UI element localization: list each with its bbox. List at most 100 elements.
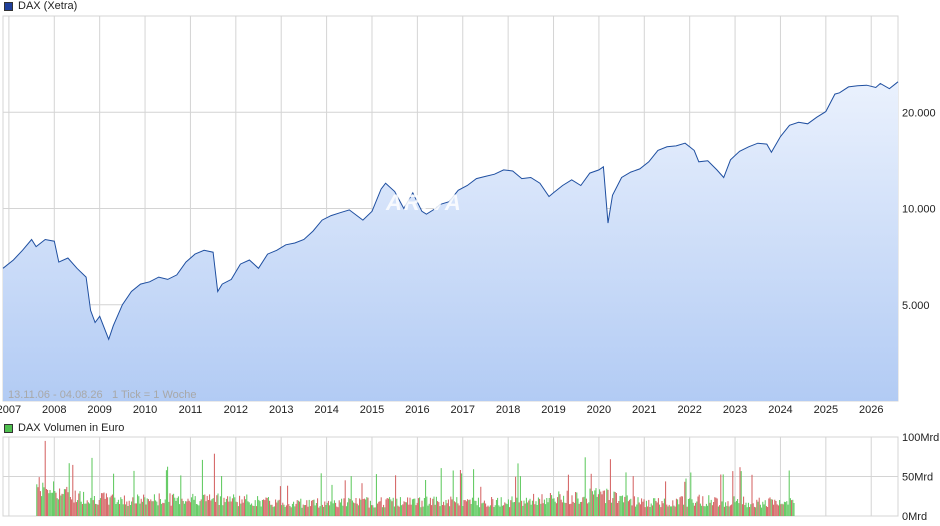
volume-bar <box>306 500 308 516</box>
volume-bar <box>109 497 111 516</box>
volume-bar <box>725 502 727 516</box>
volume-bar <box>234 497 236 516</box>
volume-bar <box>752 503 754 516</box>
volume-bar <box>774 499 776 516</box>
volume-bar <box>471 497 473 516</box>
volume-bar <box>93 496 95 516</box>
volume-bar <box>159 499 161 516</box>
volume-legend-label: DAX Volumen in Euro <box>18 422 125 434</box>
volume-bar <box>707 505 709 516</box>
volume-bar <box>639 504 641 516</box>
volume-bar <box>585 498 587 516</box>
volume-bar <box>257 496 259 516</box>
volume-bar <box>187 498 189 516</box>
volume-bar <box>713 502 715 516</box>
volume-bar <box>416 502 418 516</box>
volume-bar <box>197 504 199 516</box>
volume-bar <box>333 500 335 516</box>
volume-bar <box>600 491 602 516</box>
volume-bar <box>335 502 337 516</box>
volume-bar <box>285 505 287 516</box>
volume-bar <box>305 505 307 516</box>
x-tick-label: 2022 <box>677 404 701 416</box>
volume-bar <box>579 502 581 516</box>
volume-bar <box>270 504 272 516</box>
volume-bar <box>371 505 373 516</box>
volume-bar <box>445 500 447 516</box>
volume-bar <box>221 476 223 516</box>
x-tick-label: 2024 <box>768 404 792 416</box>
volume-bar <box>607 489 609 516</box>
volume-bar <box>152 501 154 516</box>
volume-bar <box>558 491 560 516</box>
volume-bar <box>278 499 280 516</box>
volume-tick-label: 50Mrd <box>902 472 933 484</box>
volume-bar <box>101 493 103 516</box>
volume-bar <box>350 476 352 516</box>
volume-bar <box>570 503 572 516</box>
volume-bars <box>36 440 795 516</box>
volume-bar <box>595 488 597 516</box>
volume-bar <box>623 502 625 516</box>
volume-bar <box>645 500 647 516</box>
volume-bar <box>780 504 782 516</box>
volume-bar <box>366 497 368 516</box>
volume-bar <box>686 506 688 516</box>
volume-bar <box>463 500 465 516</box>
volume-bar <box>473 469 475 516</box>
volume-bar <box>410 504 412 516</box>
volume-bar <box>139 503 141 516</box>
volume-bar <box>380 497 382 516</box>
volume-bar <box>642 501 644 516</box>
volume-bar <box>233 494 235 516</box>
volume-bar <box>638 502 640 516</box>
volume-bar <box>188 500 190 516</box>
volume-bar <box>264 500 266 516</box>
volume-bar <box>54 491 56 516</box>
volume-bar <box>677 499 679 516</box>
volume-bar <box>72 464 74 516</box>
volume-bar <box>300 498 302 516</box>
volume-bar <box>653 498 655 516</box>
volume-bar <box>475 500 477 516</box>
volume-bar <box>493 507 495 516</box>
volume-bar <box>740 471 742 516</box>
volume-bar <box>173 493 175 516</box>
volume-bar <box>691 499 693 516</box>
volume-bar <box>230 501 232 516</box>
volume-bar <box>755 507 757 516</box>
volume-bar <box>258 499 260 516</box>
volume-bar <box>303 505 305 516</box>
volume-bar <box>84 503 86 516</box>
price-legend-label: DAX (Xetra) <box>18 0 78 12</box>
volume-bar <box>161 503 163 516</box>
volume-bar <box>377 503 379 516</box>
volume-bar <box>711 505 713 516</box>
volume-bar <box>295 503 297 516</box>
volume-bar <box>428 503 430 516</box>
volume-bar <box>249 504 251 516</box>
volume-tick-label: 100Mrd <box>902 432 939 444</box>
volume-bar <box>421 500 423 516</box>
volume-bar <box>767 507 769 516</box>
price-line <box>2 81 899 341</box>
volume-bar <box>48 493 50 516</box>
volume-bar <box>443 501 445 516</box>
volume-bar <box>141 501 143 516</box>
volume-bar <box>319 506 321 516</box>
volume-bar <box>369 500 371 516</box>
volume-bar <box>681 496 683 516</box>
volume-bar <box>669 506 671 516</box>
volume-bar <box>133 470 135 516</box>
volume-bar <box>78 493 80 516</box>
volume-bar <box>485 503 487 516</box>
volume-bar <box>741 504 743 516</box>
volume-bar <box>522 505 524 516</box>
volume-bar <box>546 498 548 516</box>
volume-bar <box>656 502 658 516</box>
volume-bar <box>174 497 176 516</box>
volume-bar <box>534 504 536 516</box>
volume-bar <box>281 505 283 516</box>
volume-bar <box>459 470 461 516</box>
